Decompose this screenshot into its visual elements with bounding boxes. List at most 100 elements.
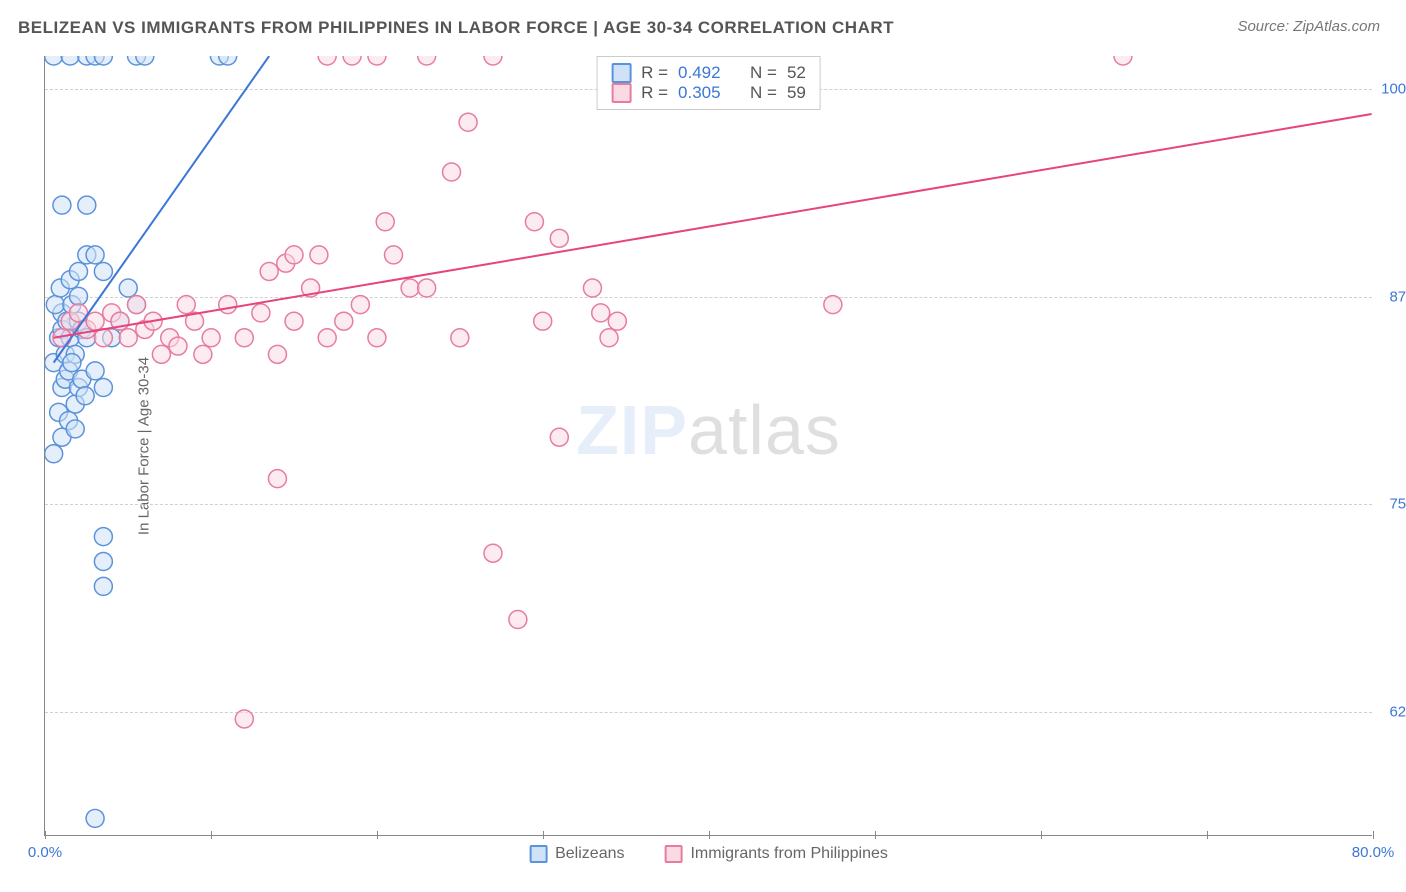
legend-label: Immigrants from Philippines: [690, 845, 887, 863]
legend-swatch: [611, 83, 631, 103]
legend-swatch: [611, 63, 631, 83]
data-point: [1114, 56, 1132, 65]
data-point: [235, 710, 253, 728]
data-point: [351, 296, 369, 314]
data-point: [119, 329, 137, 347]
data-point: [45, 56, 63, 65]
n-label: N =: [750, 83, 777, 103]
data-point: [86, 312, 104, 330]
data-point: [368, 329, 386, 347]
y-tick-label: 100.0%: [1381, 81, 1406, 98]
data-point: [550, 428, 568, 446]
data-point: [94, 262, 112, 280]
data-point: [343, 56, 361, 65]
data-point: [86, 809, 104, 827]
legend-swatch: [664, 845, 682, 863]
legend-item: Belizeans: [529, 845, 624, 863]
data-point: [459, 113, 477, 131]
r-value: 0.305: [678, 83, 721, 103]
data-point: [76, 387, 94, 405]
data-point: [525, 213, 543, 231]
y-tick-label: 75.0%: [1389, 496, 1406, 513]
n-label: N =: [750, 63, 777, 83]
legend-correlation: R = 0.492 N = 52 R = 0.305 N = 59: [596, 56, 821, 110]
data-point: [550, 229, 568, 247]
data-point: [583, 279, 601, 297]
data-point: [285, 246, 303, 264]
legend-correlation-row: R = 0.492 N = 52: [611, 63, 806, 83]
data-point: [418, 279, 436, 297]
data-point: [86, 246, 104, 264]
data-point: [318, 329, 336, 347]
x-tick-label: 0.0%: [28, 844, 62, 861]
data-point: [94, 528, 112, 546]
data-point: [46, 296, 64, 314]
chart-container: BELIZEAN VS IMMIGRANTS FROM PHILIPPINES …: [0, 0, 1406, 892]
data-point: [451, 329, 469, 347]
r-label: R =: [641, 63, 668, 83]
y-tick-label: 62.5%: [1389, 703, 1406, 720]
data-point: [608, 312, 626, 330]
x-tick: [1373, 831, 1374, 839]
legend-series: Belizeans Immigrants from Philippines: [529, 845, 888, 863]
data-point: [268, 345, 286, 363]
data-point: [66, 420, 84, 438]
r-label: R =: [641, 83, 668, 103]
data-point: [94, 329, 112, 347]
y-tick-label: 87.5%: [1389, 288, 1406, 305]
x-tick-label: 80.0%: [1352, 844, 1395, 861]
legend-correlation-row: R = 0.305 N = 59: [611, 83, 806, 103]
data-point: [268, 470, 286, 488]
data-point: [53, 196, 71, 214]
data-point: [61, 56, 79, 65]
data-point: [70, 287, 88, 305]
data-point: [260, 262, 278, 280]
data-point: [600, 329, 618, 347]
data-point: [385, 246, 403, 264]
data-point: [592, 304, 610, 322]
data-point: [509, 611, 527, 629]
data-point: [376, 213, 394, 231]
n-value: 52: [787, 63, 806, 83]
data-point: [484, 56, 502, 65]
data-point: [86, 362, 104, 380]
data-point: [94, 379, 112, 397]
data-point: [443, 163, 461, 181]
data-point: [70, 262, 88, 280]
data-point: [194, 345, 212, 363]
data-point: [310, 246, 328, 264]
data-point: [252, 304, 270, 322]
data-point: [534, 312, 552, 330]
data-point: [78, 196, 96, 214]
data-point: [401, 279, 419, 297]
data-point: [63, 354, 81, 372]
data-point: [202, 329, 220, 347]
data-point: [219, 296, 237, 314]
data-point: [235, 329, 253, 347]
data-point: [368, 56, 386, 65]
data-point: [128, 296, 146, 314]
legend-label: Belizeans: [555, 845, 624, 863]
data-point: [335, 312, 353, 330]
data-point: [169, 337, 187, 355]
data-point: [94, 553, 112, 571]
data-point: [318, 56, 336, 65]
source-label: Source: ZipAtlas.com: [1237, 18, 1380, 35]
data-point: [824, 296, 842, 314]
legend-swatch: [529, 845, 547, 863]
data-point: [177, 296, 195, 314]
data-point: [484, 544, 502, 562]
trend-line: [54, 114, 1372, 338]
data-point: [45, 445, 63, 463]
n-value: 59: [787, 83, 806, 103]
r-value: 0.492: [678, 63, 721, 83]
chart-svg: [45, 56, 1372, 835]
chart-title: BELIZEAN VS IMMIGRANTS FROM PHILIPPINES …: [18, 18, 894, 38]
data-point: [94, 577, 112, 595]
plot-area: In Labor Force | Age 30-34 62.5%75.0%87.…: [44, 56, 1372, 836]
data-point: [119, 279, 137, 297]
data-point: [152, 345, 170, 363]
data-point: [285, 312, 303, 330]
data-point: [418, 56, 436, 65]
legend-item: Immigrants from Philippines: [664, 845, 887, 863]
